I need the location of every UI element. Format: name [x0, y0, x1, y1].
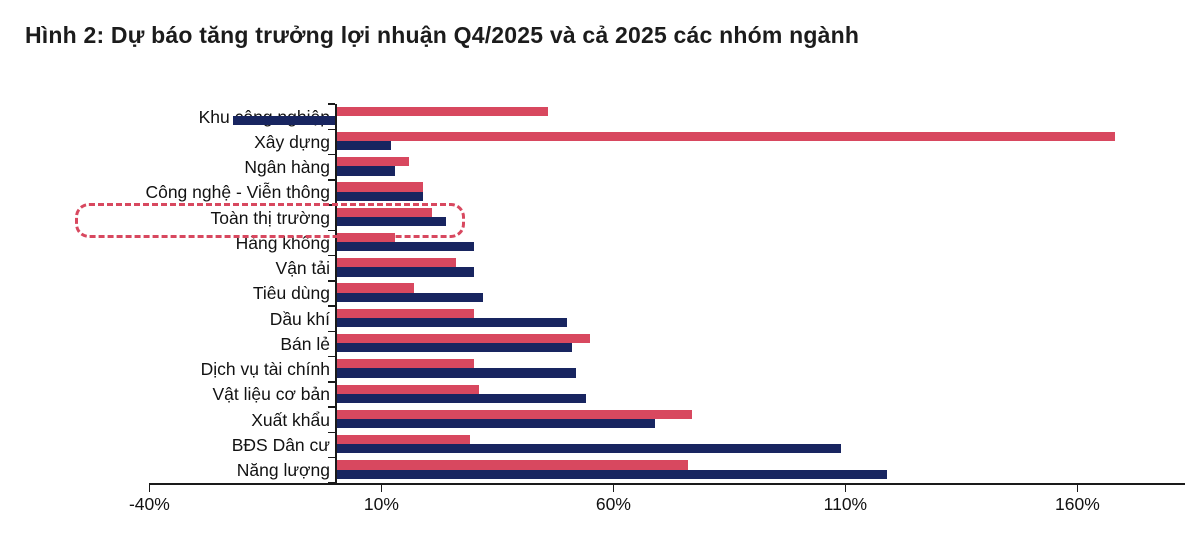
- bar-full-year-2025: [335, 141, 391, 151]
- bar-full-year-2025: [335, 393, 586, 403]
- bar-full-year-2025: [335, 166, 396, 176]
- bar-q4-2025: [335, 207, 433, 217]
- y-axis-tick: [328, 229, 335, 232]
- y-axis-tick: [328, 330, 335, 333]
- y-axis-tick: [328, 406, 335, 408]
- bar-full-year-2025: [335, 343, 572, 353]
- bar-q4-2025: [335, 106, 549, 116]
- bar-q4-2025: [335, 258, 456, 268]
- bar-full-year-2025: [335, 444, 841, 454]
- bar-full-year-2025: [335, 292, 484, 302]
- bar-full-year-2025: [335, 317, 567, 328]
- y-axis-tick: [328, 456, 335, 459]
- category-label: Ngân hàng: [244, 157, 330, 178]
- bar-q4-2025: [335, 283, 414, 293]
- y-axis-tick: [328, 381, 335, 383]
- category-label: Toàn thị trường: [210, 207, 330, 228]
- category-label: Công nghệ - Viễn thông: [145, 182, 330, 203]
- bar-full-year-2025: [335, 216, 447, 227]
- bar-full-year-2025: [335, 191, 424, 201]
- y-axis-tick: [328, 128, 335, 131]
- y-axis-tick: [328, 153, 335, 156]
- category-label: BĐS Dân cư: [231, 434, 330, 455]
- bar-q4-2025: [335, 131, 1115, 142]
- x-axis-tick: [1076, 484, 1079, 492]
- figure-title: Hình 2: Dự báo tăng trưởng lợi nhuận Q4/…: [25, 22, 860, 48]
- bar-full-year-2025: [335, 267, 475, 277]
- bar-full-year-2025: [335, 242, 475, 252]
- category-label: Xây dựng: [254, 131, 330, 152]
- category-label: Dịch vụ tài chính: [200, 359, 330, 380]
- y-axis-tick: [328, 305, 335, 307]
- category-label: Vận tải: [275, 258, 330, 279]
- x-axis-tick: [612, 484, 615, 492]
- category-label: Vật liệu cơ bản: [212, 384, 330, 405]
- x-axis-tick: [380, 484, 383, 492]
- y-axis-tick: [328, 103, 335, 105]
- bar-q4-2025: [335, 157, 410, 167]
- category-label: Xuất khẩu: [251, 409, 330, 430]
- bar-q4-2025: [335, 460, 688, 470]
- category-label: Dầu khí: [269, 308, 330, 329]
- category-label: Bán lẻ: [280, 333, 330, 354]
- y-axis-tick: [328, 179, 335, 181]
- x-tick-label: 160%: [1055, 494, 1100, 514]
- y-axis-tick: [328, 254, 335, 257]
- x-tick-label: -40%: [128, 494, 170, 514]
- x-tick-label: 60%: [595, 494, 631, 514]
- bar-q4-2025: [335, 435, 470, 445]
- y-axis-tick: [328, 355, 335, 358]
- y-axis-tick: [328, 431, 335, 434]
- y-axis-tick: [328, 280, 335, 282]
- category-label: Tiêu dùng: [252, 283, 330, 304]
- bar-q4-2025: [335, 384, 479, 394]
- bar-q4-2025: [335, 308, 475, 318]
- bar-full-year-2025: [232, 115, 335, 125]
- category-label: Năng lượng: [236, 460, 330, 481]
- bar-full-year-2025: [335, 368, 577, 378]
- bar-q4-2025: [335, 334, 591, 344]
- y-axis-line: [335, 104, 337, 483]
- x-axis-tick: [148, 484, 151, 492]
- x-tick-label: 10%: [363, 494, 399, 514]
- bar-q4-2025: [335, 182, 424, 192]
- bar-q4-2025: [335, 359, 475, 369]
- bar-q4-2025: [335, 409, 693, 419]
- x-tick-label: 110%: [823, 494, 868, 514]
- bar-full-year-2025: [335, 469, 888, 479]
- bar-full-year-2025: [335, 419, 656, 429]
- x-axis-tick: [844, 484, 847, 492]
- highlight-box: [75, 202, 465, 239]
- x-axis-line: [149, 483, 1185, 485]
